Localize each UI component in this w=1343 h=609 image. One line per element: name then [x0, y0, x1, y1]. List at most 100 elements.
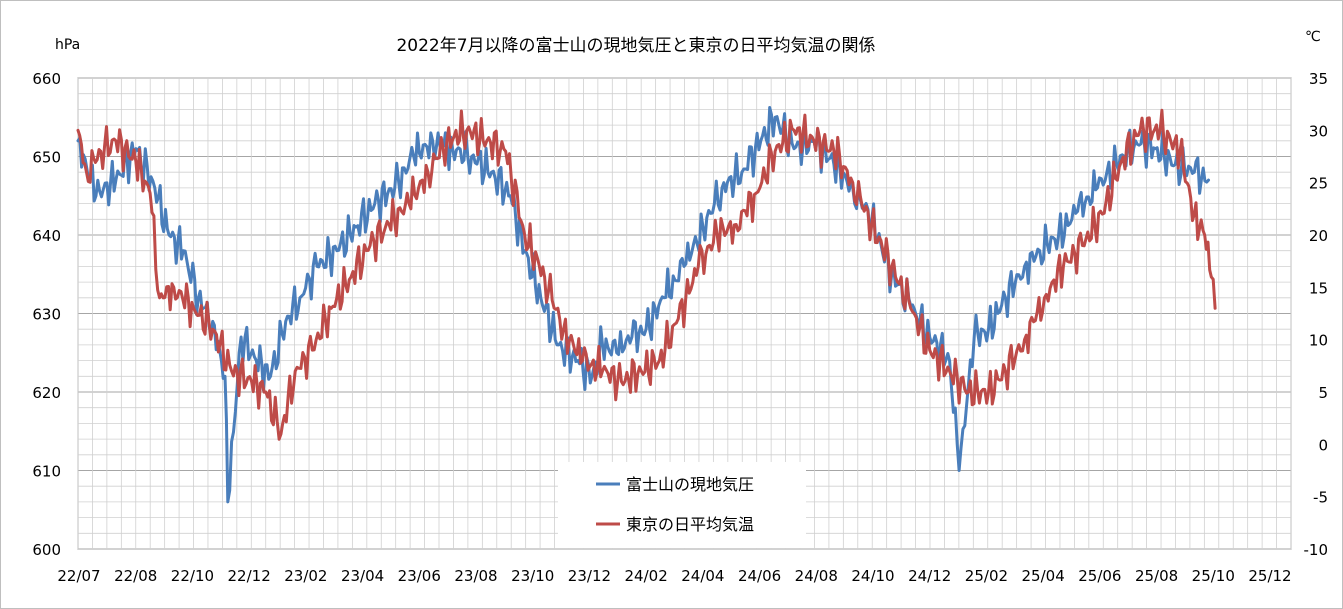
y-right-tick-label: 15	[1309, 279, 1328, 297]
data-point	[182, 249, 185, 252]
data-point	[909, 307, 912, 310]
x-tick-label: 23/06	[398, 567, 441, 585]
data-point	[315, 265, 319, 268]
data-point	[734, 223, 738, 226]
data-point	[368, 244, 372, 247]
y-right-tick-label: -5	[1313, 489, 1328, 507]
data-point	[1023, 265, 1026, 268]
data-point	[1076, 210, 1079, 213]
data-point	[504, 150, 507, 153]
x-tick-label: 25/06	[1078, 567, 1121, 585]
data-point	[470, 155, 473, 158]
data-point	[158, 296, 161, 299]
data-point	[134, 160, 138, 163]
x-tick-label: 22/12	[228, 567, 271, 585]
x-tick-label: 23/08	[454, 567, 497, 585]
x-tick-label: 24/02	[625, 567, 668, 585]
data-point	[412, 155, 415, 158]
y-right-unit-label: ℃	[1305, 29, 1321, 45]
data-point	[172, 286, 175, 289]
data-point	[76, 139, 80, 142]
data-point	[1115, 163, 1118, 166]
x-tick-label: 23/04	[341, 567, 384, 585]
legend-label-pressure: 富士山の現地気圧	[626, 475, 754, 494]
data-point	[431, 139, 434, 142]
data-point	[255, 359, 258, 362]
chart-title: 2022年7月以降の富士山の現地気圧と東京の日平均気温の関係	[396, 36, 875, 56]
data-point	[740, 171, 744, 174]
axes: 600 610 620 630 640 650 660 -10 -5 0 5 10 15 20 25 30 35…	[32, 70, 1328, 585]
data-point	[890, 265, 893, 268]
y-left-tick-label: 630	[32, 306, 61, 324]
data-point	[153, 186, 157, 190]
data-point	[114, 178, 118, 182]
x-tick-label: 25/02	[965, 567, 1008, 585]
data-point	[311, 348, 314, 352]
data-point	[1062, 265, 1065, 268]
data-point	[792, 147, 796, 150]
data-point	[354, 225, 358, 229]
data-point	[94, 194, 98, 197]
x-tick-label: 24/04	[681, 567, 724, 585]
x-tick-label: 24/12	[908, 567, 951, 585]
data-point	[754, 191, 758, 195]
data-point	[197, 296, 200, 299]
x-tick-label: 23/10	[511, 567, 554, 585]
data-point	[682, 265, 686, 268]
data-point	[1120, 160, 1123, 163]
data-point	[1096, 186, 1099, 190]
x-tick-label: 23/02	[284, 567, 327, 585]
data-point	[85, 171, 88, 174]
y-left-tick-label: 640	[32, 227, 61, 245]
y-left-tick-label: 650	[32, 149, 61, 167]
data-point	[957, 469, 961, 472]
x-tick-label: 25/10	[1192, 567, 1235, 585]
data-point	[658, 359, 661, 362]
data-point	[1193, 171, 1196, 174]
y-left-tick-label: 660	[32, 70, 61, 88]
data-point	[644, 328, 648, 331]
data-point	[148, 191, 152, 195]
y-left-tick-label: 600	[32, 541, 61, 559]
data-point	[279, 432, 283, 436]
data-point	[1174, 163, 1177, 166]
y-right-tick-label: -10	[1304, 541, 1329, 559]
data-point	[330, 307, 333, 310]
data-point	[490, 171, 493, 174]
data-point	[562, 328, 565, 331]
data-point	[615, 351, 618, 354]
data-point	[99, 150, 102, 153]
x-tick-label: 24/08	[795, 567, 838, 585]
data-point	[601, 343, 604, 347]
x-tick-label: 25/08	[1135, 567, 1178, 585]
legend: 富士山の現地気圧 東京の日平均気温	[558, 462, 806, 548]
data-point	[226, 500, 230, 504]
x-tick-label: 24/06	[738, 567, 781, 585]
data-point	[928, 348, 931, 352]
data-point	[335, 249, 339, 252]
x-tick-label: 25/04	[1022, 567, 1065, 585]
data-point	[973, 335, 976, 339]
data-point	[293, 369, 297, 373]
data-point	[948, 369, 951, 373]
y-right-tick-label: 5	[1318, 384, 1328, 402]
data-point	[1057, 233, 1060, 237]
data-point	[773, 150, 777, 153]
data-point	[1101, 212, 1104, 216]
legend-label-temperature: 東京の日平均気温	[626, 515, 754, 534]
data-point	[465, 129, 469, 132]
data-point	[1207, 178, 1210, 182]
data-point	[76, 129, 80, 132]
data-point	[230, 369, 233, 373]
data-point	[557, 343, 561, 347]
data-point	[192, 307, 195, 310]
data-point	[543, 275, 546, 279]
x-tick-label: 24/10	[851, 567, 894, 585]
data-point	[630, 335, 634, 339]
data-point	[1038, 249, 1041, 252]
data-point	[485, 139, 488, 142]
data-point	[773, 116, 777, 119]
data-point	[832, 150, 836, 153]
y-right-tick-label: 35	[1309, 70, 1328, 88]
